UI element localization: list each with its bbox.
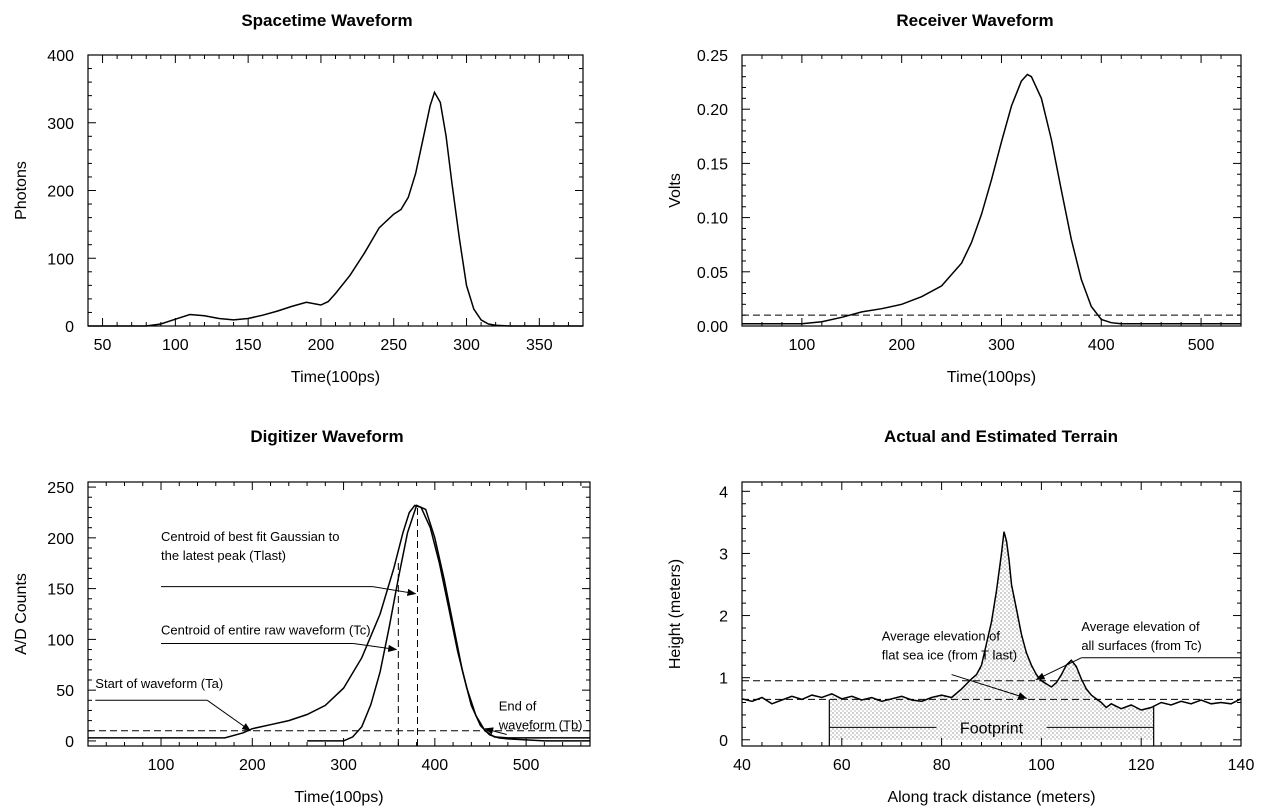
- x-tick-label: 300: [330, 757, 357, 774]
- tick-marks: [87, 54, 584, 327]
- y-tick-label: 100: [47, 632, 74, 649]
- x-tick-label: 200: [239, 757, 266, 774]
- y-tick-label: 300: [47, 116, 74, 133]
- tick-marks: [741, 54, 1242, 327]
- x-tick-label: 100: [162, 337, 189, 354]
- y-tick-label: 0: [719, 733, 728, 750]
- y-tick-label: 0.20: [697, 102, 728, 119]
- x-axis-label: Time(100ps): [294, 789, 383, 806]
- x-tick-label: 140: [1228, 757, 1255, 774]
- x-tick-label: 50: [94, 337, 112, 354]
- footprint-label: Footprint: [960, 720, 1024, 737]
- annotation-arrow: [484, 727, 507, 735]
- y-axis-label: Height (meters): [667, 559, 684, 669]
- annotation-text: all surfaces (from Tc): [1081, 638, 1201, 653]
- y-axis-label: A/D Counts: [13, 573, 30, 655]
- annotation: End of waveform (Tb): [484, 698, 583, 735]
- y-axis-label: Volts: [667, 173, 684, 208]
- x-tick-label: 250: [380, 337, 407, 354]
- annotation-text: Centroid of best fit Gaussian to: [161, 529, 339, 544]
- x-tick-label: 200: [888, 337, 915, 354]
- series-line-gaussian: [307, 504, 590, 742]
- y-tick-label: 0.10: [697, 211, 728, 228]
- x-tick-label: 100: [789, 337, 816, 354]
- x-tick-label: 100: [1028, 757, 1055, 774]
- annotation-text: Average elevation of: [1081, 619, 1200, 634]
- x-tick-label: 400: [1088, 337, 1115, 354]
- series-line-0: [88, 90, 583, 327]
- y-tick-label: 100: [47, 251, 74, 268]
- annotation-arrow: [207, 699, 252, 732]
- digitizer-panel: Digitizer Waveform Time(100ps) A/D Counts 1…: [13, 427, 591, 806]
- y-tick-label: 0.25: [697, 48, 728, 65]
- chart-title: Actual and Estimated Terrain: [884, 427, 1118, 446]
- tick-marks: [741, 482, 1242, 746]
- annotation-arrow: [1035, 657, 1082, 680]
- y-tick-label: 0.05: [697, 265, 728, 282]
- x-tick-label: 80: [933, 757, 951, 774]
- tick-marks: [87, 482, 590, 746]
- annotation: Average elevation of flat sea ice (from T…: [882, 628, 1028, 700]
- annotation-text: waveform (Tb): [498, 717, 583, 732]
- x-axis-label: Along track distance (meters): [887, 789, 1095, 806]
- x-tick-label: 300: [453, 337, 480, 354]
- annotation-arrow: [372, 586, 417, 596]
- annotation: Average elevation of all surfaces (from T…: [1035, 619, 1241, 680]
- annotation-arrow: [353, 642, 398, 652]
- series-line-0: [742, 73, 1241, 325]
- x-tick-label: 500: [513, 757, 540, 774]
- annotation: Centroid of entire raw waveform (Tc): [161, 622, 398, 652]
- annotation-text: Average elevation of: [882, 628, 1001, 643]
- chart-title: Receiver Waveform: [896, 11, 1053, 30]
- annotation-text: Centroid of entire raw waveform (Tc): [161, 622, 371, 637]
- y-tick-label: 50: [56, 683, 74, 700]
- annotation: Start of waveform (Ta): [95, 676, 252, 732]
- y-tick-label: 0.00: [697, 319, 728, 336]
- x-tick-label: 150: [235, 337, 262, 354]
- x-tick-label: 500: [1188, 337, 1215, 354]
- receiver-panel: Receiver Waveform Time(100ps) Volts 100 200 3…: [667, 11, 1242, 386]
- annotation-text: flat sea ice (from T last): [882, 647, 1017, 662]
- x-tick-label: 350: [526, 337, 553, 354]
- y-tick-label: 400: [47, 48, 74, 65]
- annotation-text: End of: [499, 698, 537, 713]
- annotation-text: Start of waveform (Ta): [95, 676, 223, 691]
- annotation: Centroid of best fit Gaussian to the late…: [161, 529, 417, 596]
- series-line-terrain: [741, 531, 1242, 711]
- y-tick-label: 1: [719, 671, 728, 688]
- y-tick-label: 4: [719, 484, 728, 501]
- x-axis-label: Time(100ps): [947, 369, 1036, 386]
- x-tick-label: 200: [308, 337, 335, 354]
- y-tick-label: 250: [47, 480, 74, 497]
- plot-frame: [741, 54, 1242, 327]
- y-tick-label: 3: [719, 546, 728, 563]
- x-tick-label: 300: [988, 337, 1015, 354]
- x-tick-label: 40: [733, 757, 751, 774]
- y-tick-label: 2: [719, 609, 728, 626]
- annotation-arrow: [951, 674, 1028, 700]
- plot-frame: [87, 54, 584, 327]
- x-axis-label: Time(100ps): [291, 369, 380, 386]
- x-tick-label: 60: [833, 757, 851, 774]
- y-tick-label: 0: [65, 319, 74, 336]
- y-tick-label: 200: [47, 531, 74, 548]
- y-tick-label: 200: [47, 184, 74, 201]
- chart-title: Digitizer Waveform: [250, 427, 403, 446]
- chart-title: Spacetime Waveform: [241, 11, 412, 30]
- x-tick-label: 100: [148, 757, 175, 774]
- y-tick-label: 150: [47, 582, 74, 599]
- y-tick-label: 0.15: [697, 156, 728, 173]
- y-tick-label: 0: [65, 734, 74, 751]
- y-axis-label: Photons: [13, 161, 30, 220]
- footprint-fill: [829, 531, 1154, 740]
- x-tick-label: 120: [1128, 757, 1155, 774]
- x-tick-label: 400: [421, 757, 448, 774]
- plot-frame: [741, 481, 1242, 747]
- spacetime-panel: Spacetime Waveform Time(100ps) Photons 50 10…: [13, 11, 584, 386]
- terrain-panel: Actual and Estimated Terrain Along track …: [667, 427, 1254, 806]
- annotation-text: the latest peak (Tlast): [161, 548, 286, 563]
- plot-frame: [87, 481, 591, 747]
